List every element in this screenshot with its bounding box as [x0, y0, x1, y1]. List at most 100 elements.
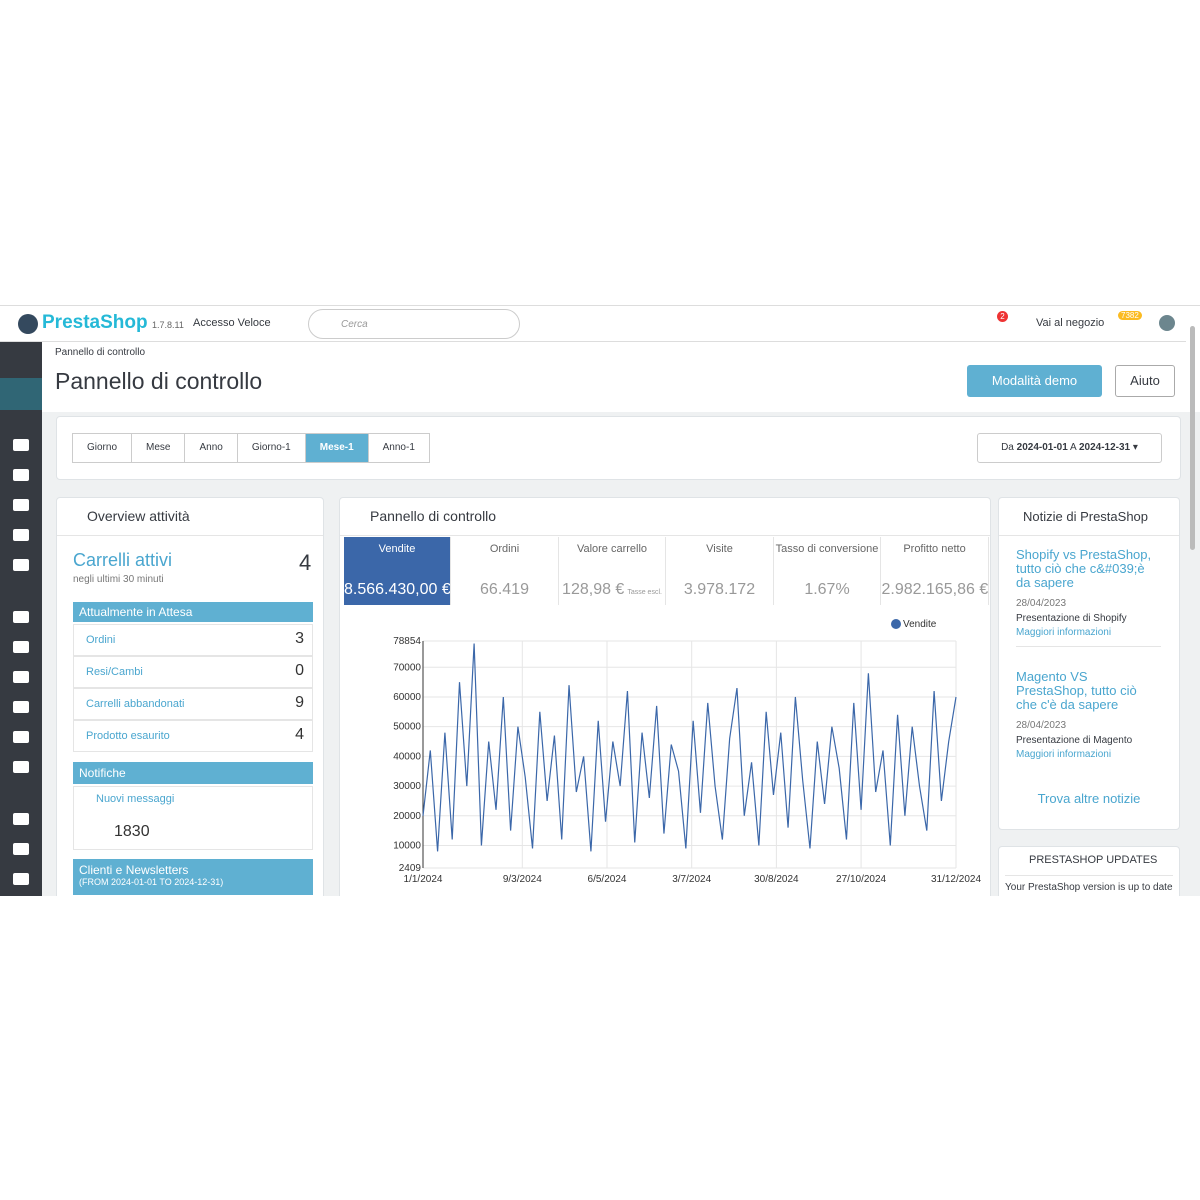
period-button[interactable]: Anno	[184, 433, 238, 463]
sales-chart: 2409 10000 20000 30000 40000 50000 60000 70000 7…	[393, 619, 981, 885]
kpi-tile[interactable]: Vendite 8.566.430,00 €	[344, 537, 451, 605]
x-tick-label: 31/12/2024	[931, 874, 981, 885]
pending-row[interactable]: Ordini 3	[73, 624, 313, 656]
nav-icon[interactable]	[13, 611, 29, 623]
kpi-number: 8.566.430,00 €	[344, 581, 451, 598]
period-group: Giorno Mese Anno Giorno-1 Mese-1 Anno-1	[72, 433, 430, 463]
period-button[interactable]: Anno-1	[367, 433, 430, 463]
help-button[interactable]: Aiuto	[1115, 365, 1175, 397]
activity-panel: Overview attività Carrelli attivi 4 negl…	[56, 497, 324, 896]
dashboard-title: Pannello di controllo	[340, 498, 990, 536]
nav-icon[interactable]	[13, 529, 29, 541]
nav-icon[interactable]	[13, 813, 29, 825]
kpi-value: 8.566.430,00 €	[344, 581, 450, 599]
kpi-label: Profitto netto	[903, 543, 966, 555]
header: PrestaShop 1.7.8.11 Accesso Veloce Cerca…	[0, 306, 1186, 342]
y-tick-label: 20000	[393, 811, 421, 822]
pending-row[interactable]: Carrelli abbandonati 9	[73, 688, 313, 720]
nav-icon[interactable]	[13, 559, 29, 571]
pending-value: 0	[295, 662, 304, 679]
nav-icon[interactable]	[13, 873, 29, 885]
clients-sub: (FROM 2024-01-01 TO 2024-12-31)	[79, 877, 224, 887]
date-range[interactable]: Da 2024-01-01 A 2024-12-31 ▾	[977, 433, 1162, 463]
search-box[interactable]: Cerca	[308, 309, 520, 339]
x-tick-label: 1/1/2024	[404, 874, 443, 885]
news-headline[interactable]: Shopify vs PrestaShop, tutto ciò che c&#…	[1016, 547, 1152, 590]
range-from-label: Da	[1001, 442, 1014, 453]
x-tick-label: 9/3/2024	[503, 874, 542, 885]
logo: PrestaShop	[42, 312, 148, 333]
updates-title: PRESTASHOP UPDATES	[1029, 854, 1158, 866]
news-desc: Presentazione di Shopify	[1016, 613, 1127, 624]
activity-title: Overview attività	[57, 498, 323, 536]
y-tick-label: 40000	[393, 751, 421, 762]
kpi-tile[interactable]: Tasso di conversione 1.67%	[774, 537, 881, 605]
period-button[interactable]: Mese	[131, 433, 186, 463]
nav-icon[interactable]	[13, 671, 29, 683]
shop-link[interactable]: Vai al negozio	[1036, 317, 1105, 329]
kpi-value: 2.982.165,86 €	[882, 581, 988, 599]
notifications-badge[interactable]: 7382	[1118, 311, 1142, 320]
y-tick-label: 30000	[393, 781, 421, 792]
search-placeholder: Cerca	[341, 319, 368, 330]
kpi-label: Valore carrello	[576, 543, 648, 555]
news-headline[interactable]: Magento VS PrestaShop, tutto ciò che c'è…	[1016, 669, 1137, 712]
period-button[interactable]: Giorno-1	[236, 433, 306, 463]
news-item: Shopify vs PrestaShop, tutto ciò che c&#…	[1016, 548, 1161, 647]
kpi-number: 3.978.172	[683, 581, 756, 598]
kpi-tile[interactable]: Visite 3.978.172	[667, 537, 774, 605]
demo-button[interactable]: Modalità demo	[967, 365, 1102, 397]
quick-access[interactable]: Accesso Veloce	[193, 317, 271, 329]
logo-icon	[18, 314, 38, 334]
kpi-label: Vendite	[378, 543, 416, 555]
news-panel: Notizie di PrestaShop Trova altre notizi…	[998, 497, 1180, 830]
kpi-number: 2.982.165,86 €	[881, 581, 989, 598]
pending-label: Ordini	[86, 634, 116, 646]
news-link[interactable]: Maggiori informazioni	[1016, 749, 1112, 760]
messages-value: 1830	[114, 823, 150, 840]
carts-label: Carrelli attivi	[73, 550, 173, 570]
range-from: 2024-01-01	[1016, 442, 1068, 453]
news-desc: Presentazione di Magento	[1016, 735, 1133, 746]
y-tick-label: 70000	[393, 662, 421, 673]
period-button[interactable]: Mese-1	[304, 433, 369, 463]
kpi-number: 1.67%	[804, 581, 850, 598]
range-to-label: A	[1070, 442, 1077, 453]
more-news[interactable]: Trova altre notizie	[1037, 791, 1141, 806]
sidebar	[0, 342, 42, 896]
screen: PrestaShop 1.7.8.11 Accesso Veloce Cerca…	[0, 305, 1200, 896]
x-tick-label: 27/10/2024	[836, 874, 886, 885]
nav-icon[interactable]	[13, 731, 29, 743]
news-link[interactable]: Maggiori informazioni	[1016, 627, 1112, 638]
nav-icon[interactable]	[13, 843, 29, 855]
updates-text: Your PrestaShop version is up to date	[1005, 875, 1173, 893]
pending-row[interactable]: Prodotto esaurito 4	[73, 720, 313, 752]
kpi-tile[interactable]: Valore carrello 128,98 € Tasse escl.	[559, 537, 666, 605]
y-tick-label: 2409	[399, 863, 422, 874]
clients-header: Clienti e Newsletters (FROM 2024-01-01 T…	[73, 859, 313, 895]
period-button[interactable]: Giorno	[72, 433, 133, 463]
breadcrumb[interactable]: Pannello di controllo	[55, 347, 146, 358]
messages-box[interactable]: Nuovi messaggi 1830	[73, 786, 313, 850]
kpi-tile[interactable]: Ordini 66.419	[452, 537, 559, 605]
nav-icon[interactable]	[13, 499, 29, 511]
legend-label: Vendite	[903, 619, 937, 630]
kpi-tile[interactable]: Profitto netto 2.982.165,86 €	[882, 537, 989, 605]
nav-icon[interactable]	[13, 761, 29, 773]
x-tick-label: 6/5/2024	[588, 874, 627, 885]
carts-sub: negli ultimi 30 minuti	[73, 574, 164, 585]
carts-value: 4	[299, 550, 312, 575]
nav-icon[interactable]	[13, 701, 29, 713]
alerts-badge[interactable]: 2	[997, 311, 1008, 322]
nav-icon[interactable]	[13, 641, 29, 653]
nav-icon[interactable]	[13, 439, 29, 451]
pending-value: 4	[295, 726, 304, 743]
pending-row[interactable]: Resi/Cambi 0	[73, 656, 313, 688]
scrollbar[interactable]	[1190, 326, 1195, 550]
notifications-title: Notifiche	[73, 762, 313, 784]
period-panel: Giorno Mese Anno Giorno-1 Mese-1 Anno-1 Da 20…	[56, 416, 1181, 480]
pending-label: Carrelli abbandonati	[86, 698, 185, 710]
profile-icon[interactable]	[1159, 315, 1175, 331]
x-tick-label: 30/8/2024	[754, 874, 799, 885]
nav-icon[interactable]	[13, 469, 29, 481]
